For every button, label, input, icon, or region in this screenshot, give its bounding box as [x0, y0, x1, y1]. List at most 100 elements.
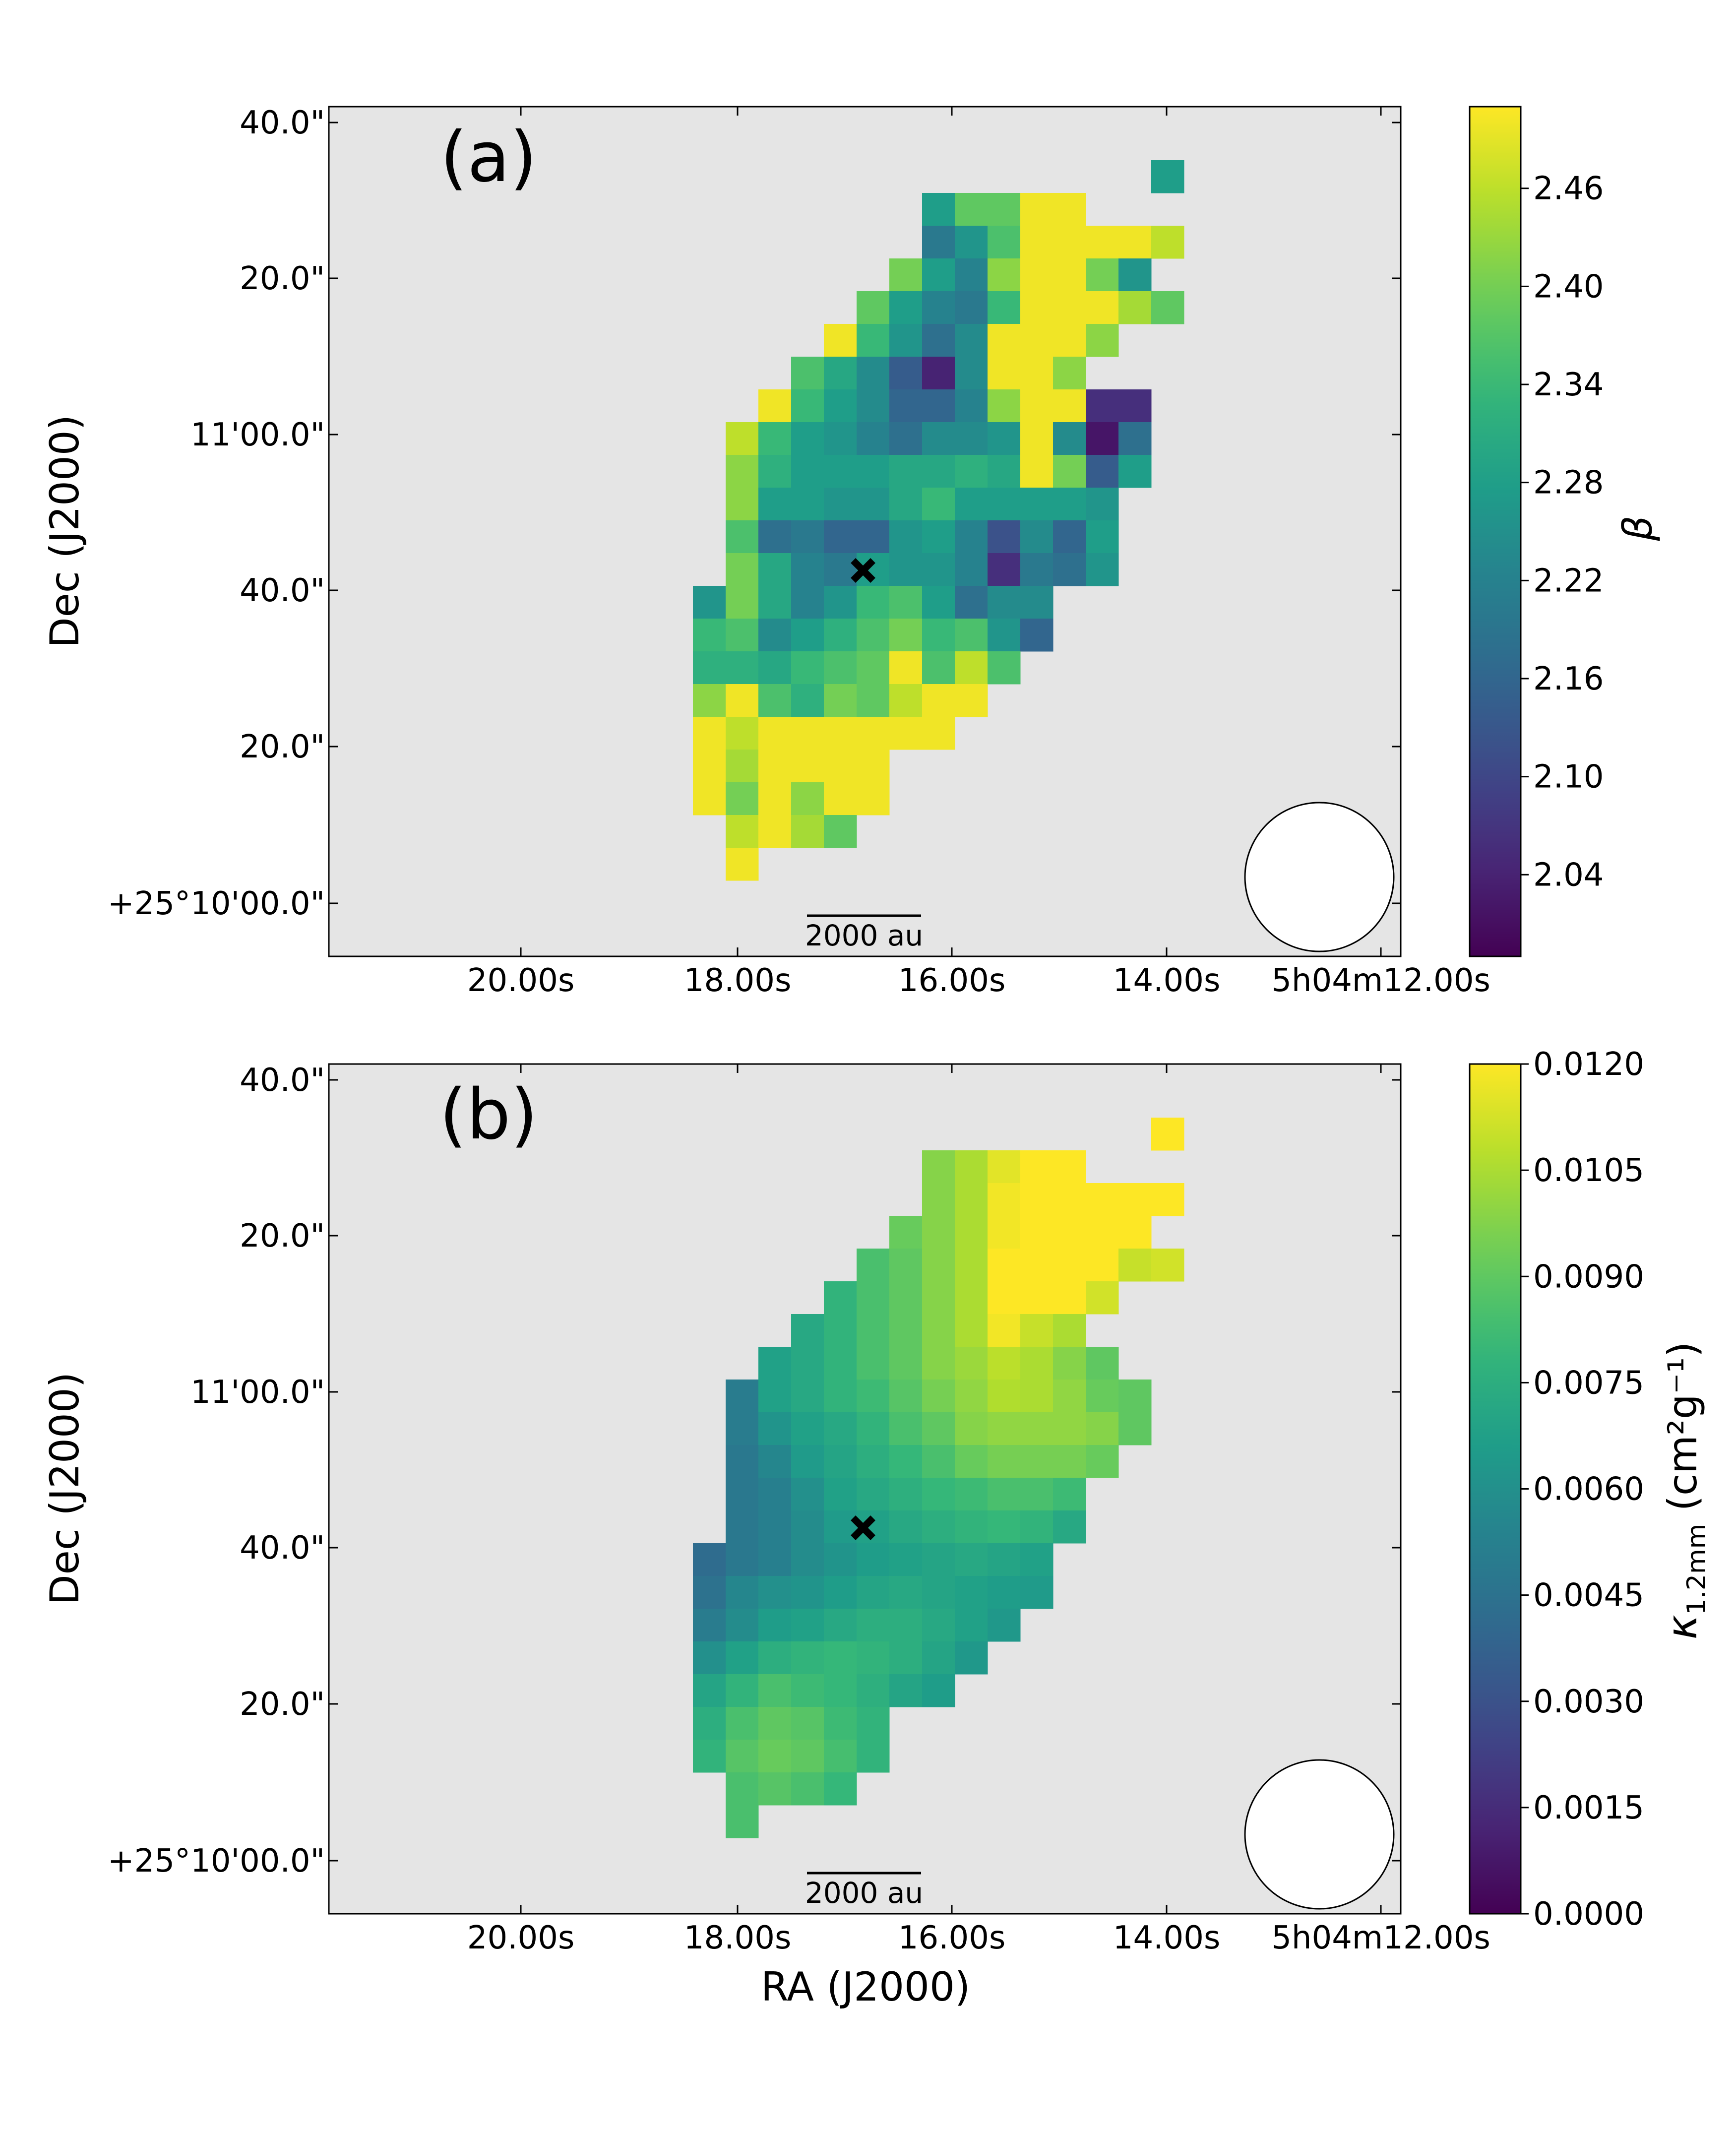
pixel-cell: [988, 389, 1021, 423]
pixel-cell: [922, 651, 955, 685]
pixel-cell: [988, 1543, 1021, 1576]
pixel-cell: [1020, 619, 1054, 652]
pixel-cell: [889, 357, 923, 390]
pixel-cell: [1053, 455, 1086, 488]
pixel-cell: [791, 684, 824, 717]
pixel-cell: [955, 651, 988, 685]
pixel-cell: [726, 717, 759, 750]
pixel-cell: [726, 586, 759, 619]
pixel-cell: [693, 651, 726, 685]
pixel-cell: [857, 1314, 890, 1347]
pixel-cell: [1053, 258, 1086, 292]
pixel-cell: [693, 1740, 726, 1773]
pixel-cell: [889, 1674, 923, 1707]
pixel-cell: [889, 1347, 923, 1380]
pixel-cell: [726, 815, 759, 848]
pixel-cell: [758, 488, 792, 521]
pixel-cell: [955, 1478, 988, 1511]
colorbar-tick-label: 2.10: [1533, 759, 1604, 796]
pixel-cell: [726, 1674, 759, 1707]
pixel-cell: [1053, 1445, 1086, 1478]
pixel-cell: [791, 1707, 824, 1740]
pixel-cell: [988, 1412, 1021, 1445]
pixel-cell: [889, 1478, 923, 1511]
pixel-cell: [988, 1314, 1021, 1347]
pixel-cell: [1151, 291, 1184, 324]
pixel-cell: [889, 389, 923, 423]
pixel-cell: [726, 1641, 759, 1675]
pixel-cell: [758, 1510, 792, 1544]
pixel-cell: [889, 586, 923, 619]
pixel-cell: [988, 324, 1021, 357]
pixel-cell: [1020, 422, 1054, 455]
pixel-cell: [988, 1281, 1021, 1315]
pixel-cell: [791, 750, 824, 783]
pixel-cell: [824, 1772, 857, 1806]
pixel-cell: [889, 422, 923, 455]
pixel-cell: [791, 520, 824, 554]
pixel-cell: [758, 1380, 792, 1413]
pixel-cell: [1086, 324, 1119, 357]
pixel-cell: [791, 1609, 824, 1642]
pixel-cell: [889, 1314, 923, 1347]
pixel-cell: [922, 258, 955, 292]
pixel-cell: [758, 1641, 792, 1675]
colorbar-tick-label: 0.0090: [1533, 1258, 1644, 1295]
pixel-cell: [1053, 193, 1086, 226]
pixel-cell: [824, 1314, 857, 1347]
pixel-cell: [791, 586, 824, 619]
pixel-cell: [922, 193, 955, 226]
pixel-cell: [726, 1543, 759, 1576]
pixel-cell: [824, 520, 857, 554]
pixel-cell: [1086, 226, 1119, 259]
pixel-cell: [1020, 1445, 1054, 1478]
x-tick-label: 18.00s: [684, 962, 792, 999]
pixel-cell: [1020, 1150, 1054, 1184]
pixel-cell: [889, 619, 923, 652]
pixel-cell: [1053, 291, 1086, 324]
x-tick-label: 20.00s: [467, 962, 575, 999]
pixel-cell: [857, 1412, 890, 1445]
scale-bar-label: 2000 au: [805, 919, 923, 952]
x-tick-label: 5h04m12.00s: [1271, 962, 1490, 999]
pixel-cell: [726, 1478, 759, 1511]
pixel-cell: [857, 389, 890, 423]
pixel-cell: [824, 1347, 857, 1380]
pixel-cell: [857, 1445, 890, 1478]
pixel-cell: [988, 619, 1021, 652]
pixel-cell: [1118, 422, 1152, 455]
pixel-cell: [1020, 1412, 1054, 1445]
pixel-cell: [824, 1281, 857, 1315]
pixel-cell: [726, 1740, 759, 1773]
colorbar-tick-label: 0.0060: [1533, 1471, 1644, 1508]
pixel-cell: [857, 1707, 890, 1740]
pixel-cell: [726, 1805, 759, 1838]
pixel-cell: [726, 651, 759, 685]
pixel-cell: [1020, 1543, 1054, 1576]
pixel-cell: [726, 553, 759, 586]
pixel-cell: [955, 1249, 988, 1282]
pixel-cell: [889, 553, 923, 586]
pixel-cell: [922, 1609, 955, 1642]
pixel-cell: [889, 651, 923, 685]
colorbar: [1469, 1063, 1522, 1915]
pixel-cell: [824, 422, 857, 455]
pixel-cell: [791, 1380, 824, 1413]
pixel-cell: [922, 1478, 955, 1511]
pixel-cell: [857, 717, 890, 750]
pixel-cell: [1020, 258, 1054, 292]
pixel-cell: [693, 684, 726, 717]
pixel-cell: [955, 1641, 988, 1675]
pixel-cell: [1020, 1281, 1054, 1315]
pixel-cell: [955, 291, 988, 324]
pixel-cell: [726, 520, 759, 554]
pixel-cell: [1053, 1412, 1086, 1445]
colorbar-tick-label: 0.0000: [1533, 1896, 1644, 1933]
pixel-cell: [889, 1412, 923, 1445]
pixel-cell: [857, 1576, 890, 1609]
pixel-cell: [1020, 324, 1054, 357]
pixel-cell: [824, 357, 857, 390]
y-tick-label: 40.0": [240, 572, 325, 609]
pixel-cell: [824, 455, 857, 488]
pixel-cell: [1020, 1510, 1054, 1544]
